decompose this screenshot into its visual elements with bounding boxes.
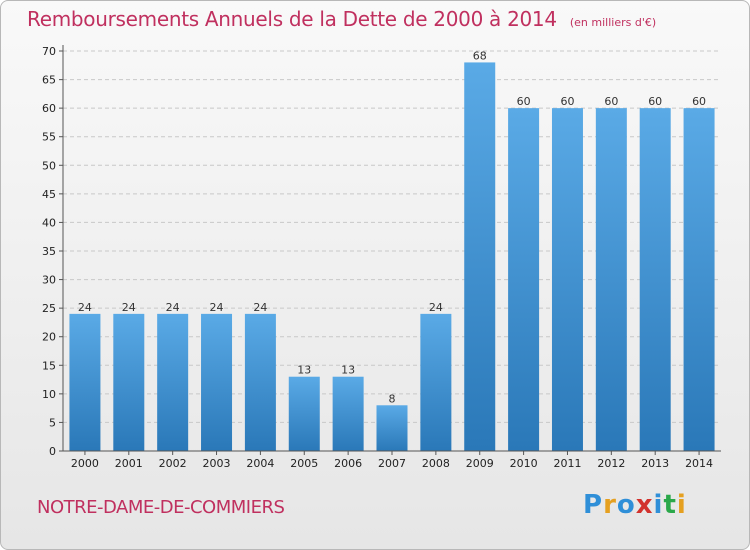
bar-value-label: 24	[429, 301, 443, 314]
bar-value-label: 24	[253, 301, 267, 314]
y-tick-label: 5	[49, 416, 56, 429]
y-tick-label: 0	[49, 445, 56, 458]
x-tick-label: 2003	[203, 457, 231, 470]
x-tick-label: 2013	[641, 457, 669, 470]
x-tick-label: 2009	[466, 457, 494, 470]
bar	[288, 376, 320, 451]
bar-value-label: 24	[166, 301, 180, 314]
bar	[683, 108, 715, 452]
x-tick-label: 2008	[422, 457, 450, 470]
x-tick-label: 2006	[334, 457, 362, 470]
bar	[113, 313, 145, 451]
y-tick-label: 15	[42, 359, 56, 372]
y-tick-label: 25	[42, 302, 56, 315]
bar-value-label: 13	[341, 364, 355, 377]
bar-value-label: 24	[210, 301, 224, 314]
y-tick-label: 45	[42, 188, 56, 201]
y-tick-label: 20	[42, 331, 56, 344]
commune-name: NOTRE-DAME-DE-COMMIERS	[37, 497, 285, 518]
x-tick-label: 2000	[71, 457, 99, 470]
bar-value-label: 60	[648, 95, 662, 108]
y-tick-label: 70	[42, 45, 56, 58]
x-tick-label: 2007	[378, 457, 406, 470]
x-tick-label: 2002	[159, 457, 187, 470]
x-tick-label: 2004	[246, 457, 274, 470]
bar-value-label: 24	[78, 301, 92, 314]
y-tick-label: 10	[42, 388, 56, 401]
x-tick-label: 2005	[290, 457, 318, 470]
y-tick-label: 30	[42, 274, 56, 287]
bar	[376, 405, 408, 451]
bar	[508, 108, 540, 452]
bar	[595, 108, 627, 452]
chart-unit: (en milliers d'€)	[569, 16, 657, 29]
bar	[332, 376, 364, 451]
bar	[551, 108, 583, 452]
y-tick-label: 65	[42, 74, 56, 87]
bar-value-label: 60	[604, 95, 618, 108]
bar	[201, 313, 233, 451]
bar	[69, 313, 101, 451]
y-tick-label: 55	[42, 131, 56, 144]
axes: 0 5 10 15 20 25 30 35 40 45 50 55 60 65 70 2000 2001 2002…	[42, 45, 721, 470]
bar	[157, 313, 189, 451]
x-tick-label: 2012	[597, 457, 625, 470]
bar-value-label: 60	[517, 95, 531, 108]
proxiti-logo[interactable]: Proxiti	[583, 490, 687, 520]
x-tick-label: 2010	[510, 457, 538, 470]
bar	[244, 313, 276, 451]
bar-value-label: 60	[692, 95, 706, 108]
y-tick-label: 50	[42, 159, 56, 172]
bar-value-label: 13	[297, 364, 311, 377]
y-tick-label: 35	[42, 245, 56, 258]
bar	[639, 108, 671, 452]
chart-header: Remboursements Annuels de la Dette de 20…	[27, 7, 656, 31]
bar-value-label: 68	[473, 49, 487, 62]
bar	[464, 62, 496, 452]
x-tick-label: 2001	[115, 457, 143, 470]
y-tick-label: 40	[42, 216, 56, 229]
bar-value-label: 8	[389, 392, 396, 405]
bar	[420, 313, 452, 451]
x-tick-label: 2011	[553, 457, 581, 470]
bar-value-label: 24	[122, 301, 136, 314]
bar-value-label: 60	[560, 95, 574, 108]
x-tick-label: 2014	[685, 457, 713, 470]
bars: 24 24 24 24 24 13 13 8 24 68 60 60 60 60 60	[69, 49, 715, 452]
chart-title: Remboursements Annuels de la Dette de 20…	[27, 7, 557, 31]
y-tick-label: 60	[42, 102, 56, 115]
